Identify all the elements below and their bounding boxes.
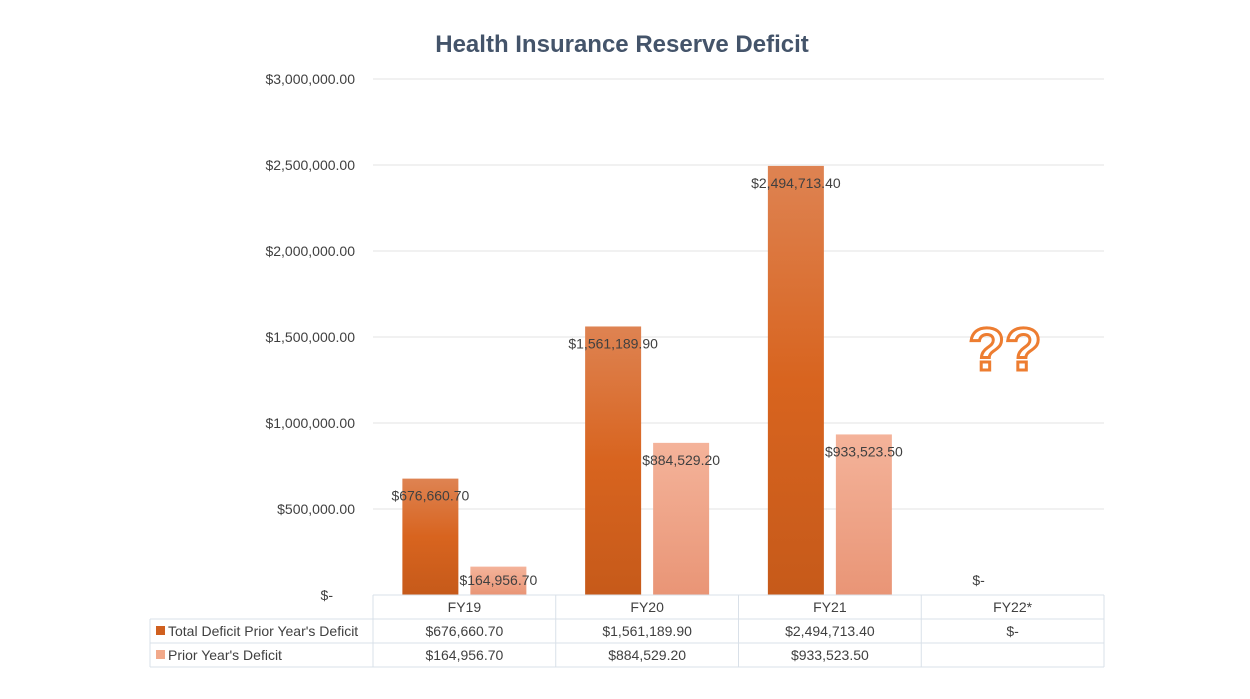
x-tick-label: FY20 bbox=[630, 599, 664, 615]
y-tick-label: $1,500,000.00 bbox=[265, 329, 355, 345]
bar-prior-year-deficit bbox=[653, 442, 710, 595]
data-label: $676,660.70 bbox=[391, 488, 469, 504]
y-tick-label: $- bbox=[321, 587, 334, 603]
table-cell: $164,956.70 bbox=[425, 647, 503, 663]
table-cell: $2,494,713.40 bbox=[785, 623, 875, 639]
legend-label: Prior Year's Deficit bbox=[168, 647, 282, 663]
x-tick-label: FY19 bbox=[448, 599, 482, 615]
table-cell: $884,529.20 bbox=[608, 647, 686, 663]
y-axis: $- $500,000.00 $1,000,000.00 $1,500,000.00 $… bbox=[265, 71, 355, 603]
gridlines bbox=[373, 78, 1104, 510]
table-cell: $676,660.70 bbox=[425, 623, 503, 639]
data-label: $164,956.70 bbox=[459, 572, 537, 588]
bars bbox=[402, 165, 892, 595]
y-tick-label: $3,000,000.00 bbox=[265, 71, 355, 87]
bar-total-deficit bbox=[585, 326, 642, 595]
table-cell: $933,523.50 bbox=[791, 647, 869, 663]
y-tick-label: $500,000.00 bbox=[277, 501, 355, 517]
bar-prior-year-deficit bbox=[470, 566, 527, 595]
legend-label: Total Deficit Prior Year's Deficit bbox=[168, 623, 358, 639]
legend-key bbox=[156, 626, 165, 635]
data-label: $884,529.20 bbox=[642, 452, 720, 468]
data-label: $2,494,713.40 bbox=[751, 175, 841, 191]
table-cell: $1,561,189.90 bbox=[602, 623, 692, 639]
data-label: $- bbox=[972, 572, 985, 588]
y-tick-label: $1,000,000.00 bbox=[265, 415, 355, 431]
x-tick-label: FY21 bbox=[813, 599, 847, 615]
chart-title: Health Insurance Reserve Deficit bbox=[435, 31, 809, 58]
data-table: FY19 FY20 FY21 FY22* Total Deficit Prior Yea… bbox=[149, 594, 1105, 668]
x-tick-label: FY22* bbox=[993, 599, 1032, 615]
data-labels: $676,660.70 $1,561,189.90 $2,494,713.40 $- $… bbox=[391, 175, 985, 588]
legend-key bbox=[156, 650, 165, 659]
y-tick-label: $2,500,000.00 bbox=[265, 157, 355, 173]
y-tick-label: $2,000,000.00 bbox=[265, 243, 355, 259]
table-cell: $- bbox=[1006, 623, 1019, 639]
data-label: $933,523.50 bbox=[825, 443, 903, 459]
bar-prior-year-deficit bbox=[835, 434, 892, 595]
data-label: $1,561,189.90 bbox=[568, 335, 658, 351]
question-marks-annotation: ?? bbox=[968, 316, 1041, 383]
bar-total-deficit bbox=[402, 478, 459, 595]
bar-total-deficit bbox=[767, 165, 824, 595]
